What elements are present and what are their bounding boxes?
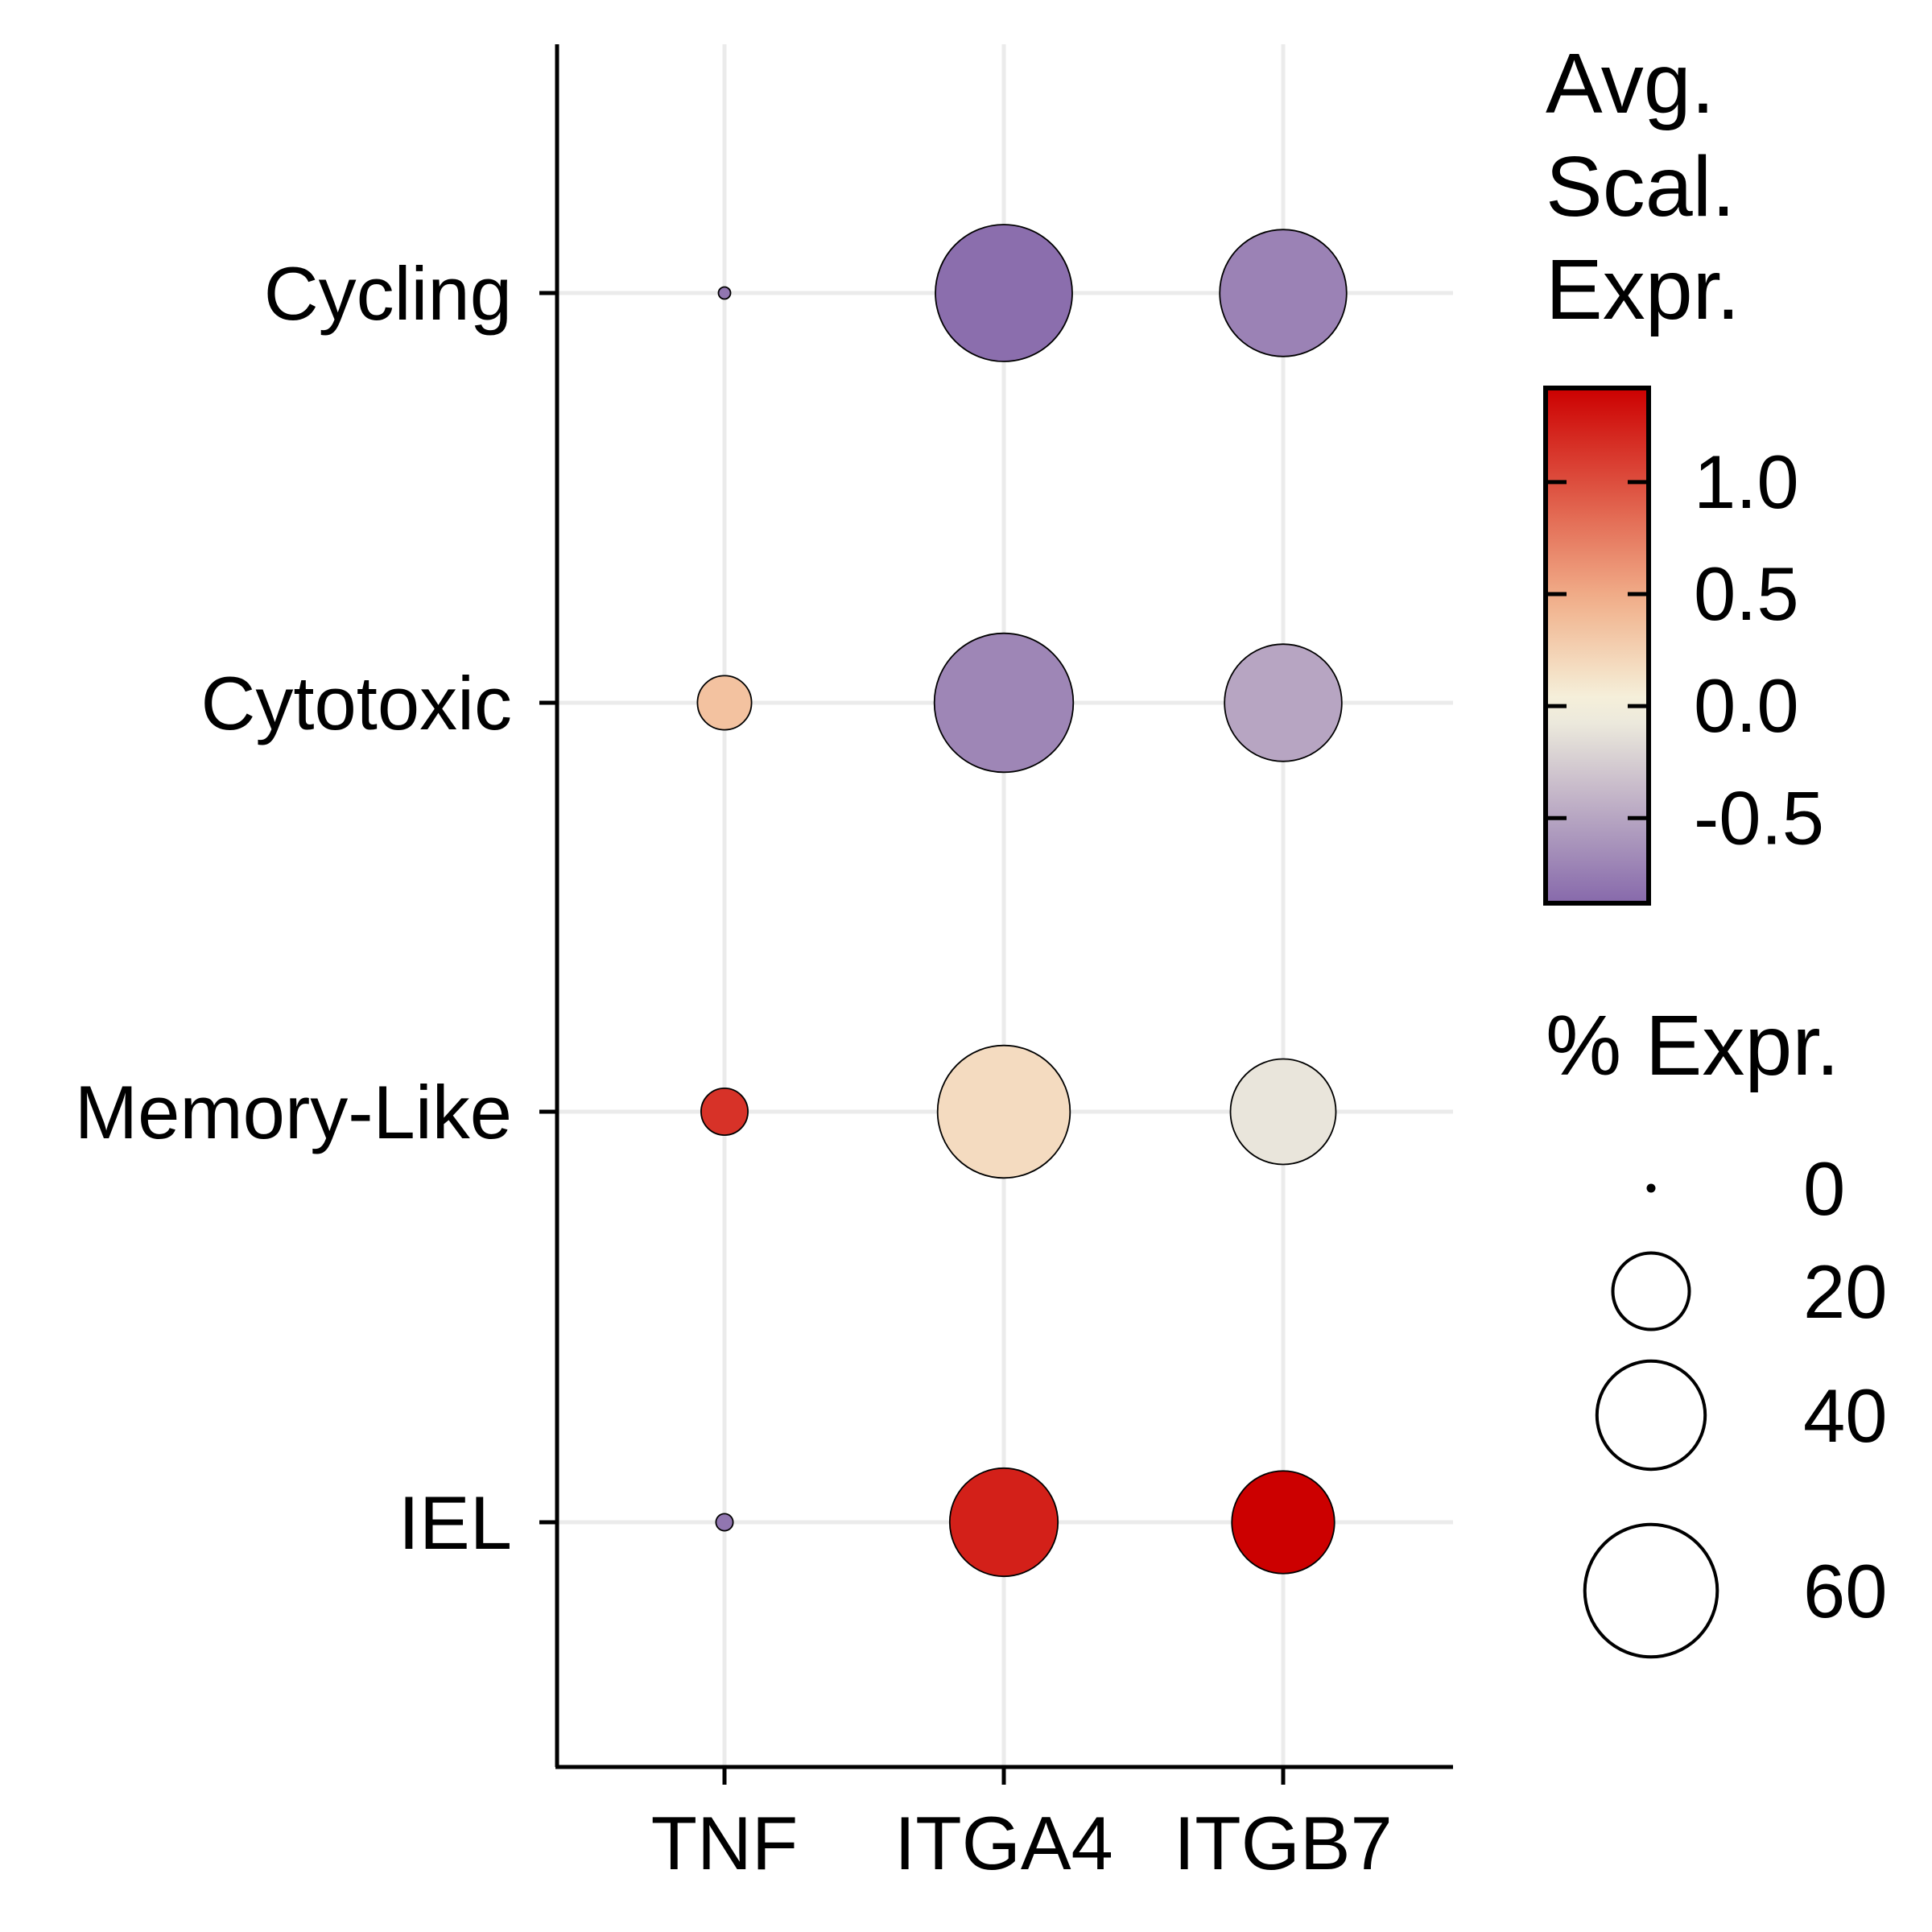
size-legend-label: 0 [1803, 1146, 1845, 1231]
dot-Cycling-ITGB7 [1219, 229, 1348, 357]
dot-Memory-Like-ITGA4 [936, 1044, 1071, 1179]
size-legend-key [1595, 1359, 1707, 1472]
size-legend-label: 20 [1803, 1249, 1888, 1334]
y-tick-label: Memory-Like [75, 1070, 512, 1154]
data-points [696, 224, 1348, 1578]
dot-Cytotoxic-ITGB7 [1224, 643, 1343, 762]
color-legend-title: Expr. [1546, 242, 1740, 337]
dot-Cytotoxic-TNF [696, 675, 753, 731]
colorbar-tick-label: -0.5 [1694, 775, 1824, 860]
dot-IEL-ITGB7 [1231, 1470, 1335, 1575]
size-legend-title: % Expr. [1546, 998, 1839, 1093]
y-tick-label: Cytotoxic [200, 661, 512, 745]
dot-Cytotoxic-ITGA4 [933, 632, 1075, 774]
colorbar-tick-label: 0.0 [1694, 663, 1799, 748]
dot-IEL-TNF [715, 1513, 734, 1532]
dot-Memory-Like-TNF [700, 1088, 749, 1136]
x-tick-label: ITGA4 [894, 1801, 1113, 1885]
color-legend-title: Scal. [1546, 139, 1736, 234]
dot-IEL-ITGA4 [948, 1467, 1059, 1578]
colorbar-tick-label: 1.0 [1694, 440, 1799, 524]
size-legend-label: 60 [1803, 1549, 1888, 1633]
color-legend-title: Avg. [1546, 36, 1715, 131]
legends: Avg.Scal.Expr. 1.0 0.5 0.0 -0.5 % Expr. 0 20 40 6… [1543, 36, 1888, 1659]
size-legend-key [1646, 1183, 1656, 1193]
dot-Cycling-ITGA4 [935, 224, 1073, 362]
y-tick-label: Cycling [264, 251, 512, 336]
dot-Cycling-TNF [717, 286, 732, 300]
axes: TNF ITGA4 ITGB7 Cycling Cytotoxic Memory-Like… [75, 44, 1453, 1885]
colorbar-tick-label: 0.5 [1694, 551, 1799, 636]
dot-Memory-Like-ITGB7 [1229, 1058, 1337, 1166]
size-legend-label: 40 [1803, 1373, 1888, 1458]
colorbar [1543, 386, 1651, 906]
size-legend-key [1583, 1522, 1719, 1659]
y-tick-label: IEL [398, 1480, 512, 1565]
size-legend-key [1611, 1251, 1691, 1331]
x-tick-label: ITGB7 [1174, 1801, 1393, 1885]
x-tick-label: TNF [651, 1801, 799, 1885]
